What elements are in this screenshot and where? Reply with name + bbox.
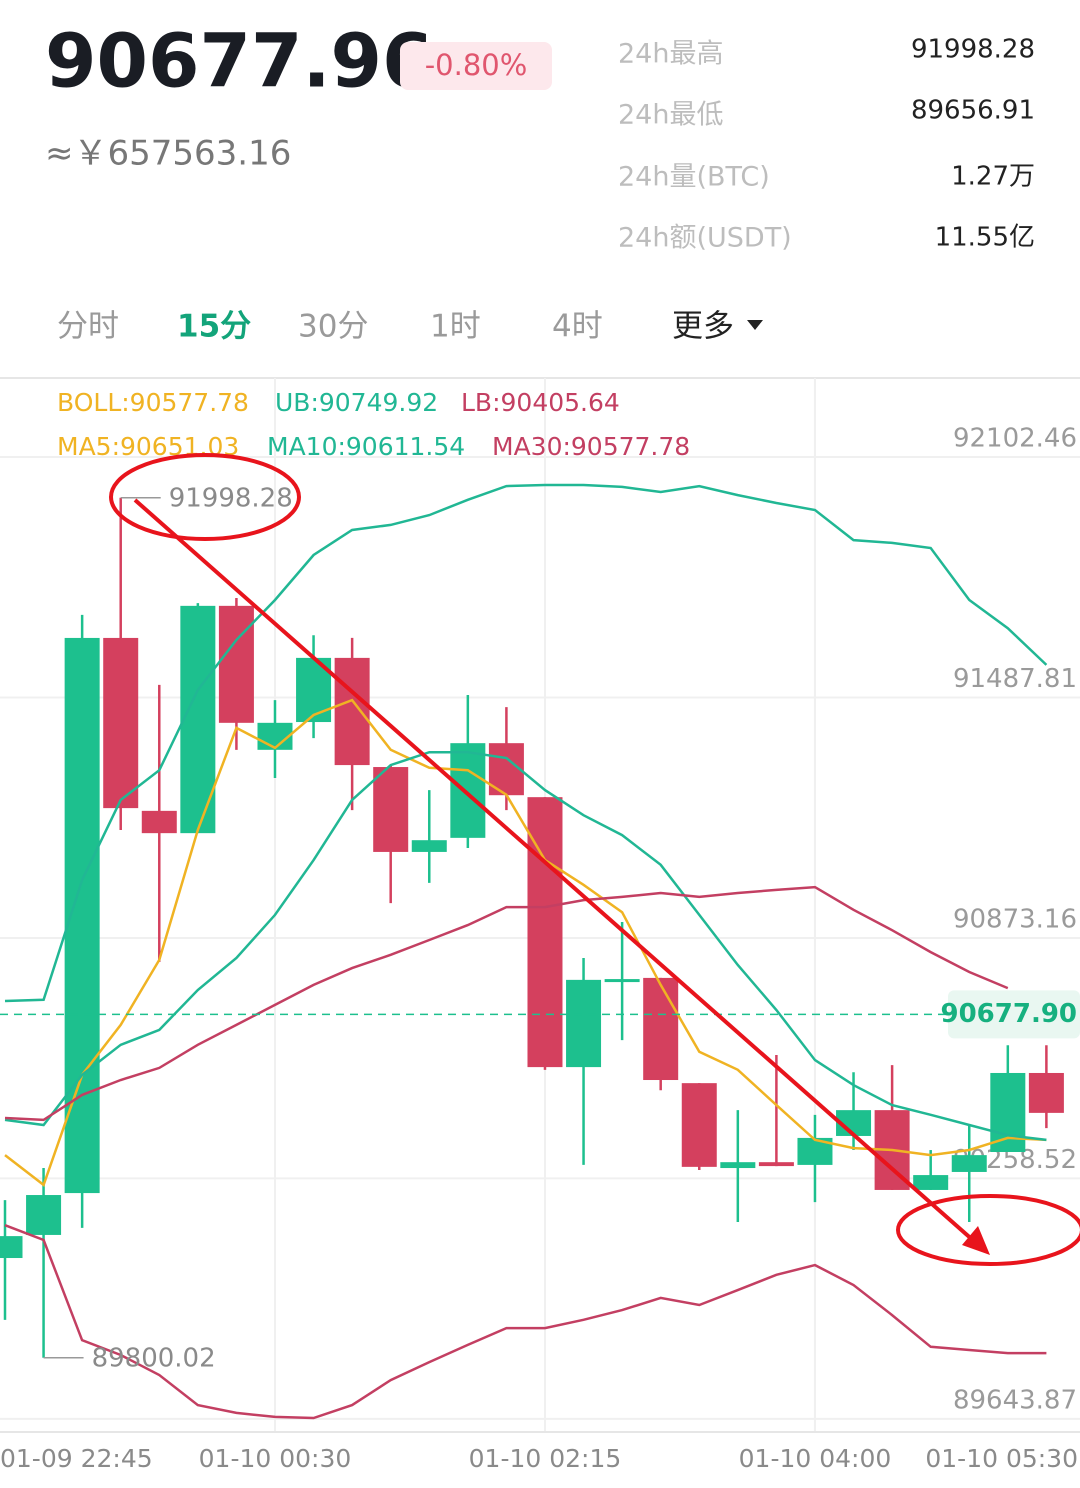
candle-body (411, 840, 447, 852)
candle-body (26, 1195, 62, 1235)
candle-body (720, 1162, 756, 1169)
candle-body (141, 810, 177, 834)
candle-body (758, 1162, 794, 1167)
highlight-ellipse (896, 1194, 1080, 1266)
y-tick-label: 89643.87 (953, 1385, 1077, 1415)
candle-body (103, 637, 139, 809)
y-tick-label: 91487.81 (953, 664, 1077, 694)
stat-label: 24h最高 (618, 39, 723, 70)
candle-body (1028, 1072, 1064, 1113)
low-annotation: 89800.02 (92, 1343, 216, 1373)
stat-value: 1.27万 (951, 162, 1035, 192)
x-tick-label: 01-10 05:30 (925, 1444, 1078, 1473)
highlight-ellipse (109, 453, 301, 541)
indicator-line (4, 750, 1047, 1142)
candle-body (0, 1236, 23, 1259)
tab[interactable]: 4时 (552, 309, 603, 345)
tab[interactable]: 1时 (430, 309, 481, 345)
plot: 92102.4691487.8190873.1690258.5289643.87… (0, 378, 1080, 1473)
last-price: 90677.96 (45, 19, 434, 105)
indicator-line (4, 885, 1009, 1122)
legend-boll: BOLL:90577.78 (57, 388, 249, 417)
trend-arrow (133, 498, 977, 1244)
y-tick-label: 90873.16 (953, 904, 1077, 934)
tab[interactable]: 30分 (298, 309, 368, 345)
stat-label: 24h额(USDT) (618, 223, 792, 254)
candle-body (604, 979, 640, 983)
change: -0.80% (425, 48, 528, 82)
x-tick-label: 01-10 00:30 (199, 1444, 352, 1473)
tab[interactable]: 分时 (57, 309, 119, 345)
x-tick-label: 01-10 02:15 (469, 1444, 622, 1473)
candle-body (913, 1175, 949, 1190)
overlay (109, 453, 1080, 1266)
indicator-line (4, 698, 1047, 1187)
cny-price: ≈￥657563.16 (45, 134, 291, 174)
candle-body (990, 1072, 1026, 1153)
legend-entry: LB:90405.64 (461, 388, 620, 417)
candle-body (373, 767, 409, 852)
indicator-line (4, 483, 1048, 1003)
x-tick-label: 01-10 04:00 (739, 1444, 892, 1473)
legend-entry: MA10:90611.54 (267, 432, 465, 461)
y-tick-label: 92102.46 (953, 424, 1077, 454)
current-price-label: 90677.90 (940, 999, 1077, 1029)
current-price-box (948, 990, 1080, 1039)
candle-body (951, 1155, 987, 1172)
candle-body (450, 743, 486, 838)
x-tick-label: 01-09 22:45 (0, 1444, 153, 1473)
candle-body (334, 657, 370, 766)
candle-body (218, 605, 254, 723)
legend-entry: MA30:90577.78 (492, 432, 690, 461)
legend-entry: UB:90749.92 (275, 388, 438, 417)
indicator-line (4, 1224, 1047, 1420)
candle-body (681, 1083, 717, 1167)
high-annotation: 91998.28 (169, 483, 293, 513)
stat-label: 24h量(BTC) (618, 162, 770, 193)
stat-value: 11.55亿 (935, 223, 1035, 253)
candle-body (180, 605, 216, 834)
arrow-head (962, 1226, 990, 1255)
change-badge (400, 42, 552, 90)
stat-value: 91998.28 (911, 35, 1035, 65)
tab-active[interactable]: 15分 (177, 309, 251, 345)
stat-value: 89656.91 (911, 96, 1035, 126)
candle-body (566, 979, 602, 1068)
candle-body (643, 977, 679, 1081)
dropdown-icon[interactable] (747, 320, 763, 330)
tab-more[interactable]: 更多 (672, 309, 734, 345)
stat-label: 24h最低 (618, 100, 723, 131)
